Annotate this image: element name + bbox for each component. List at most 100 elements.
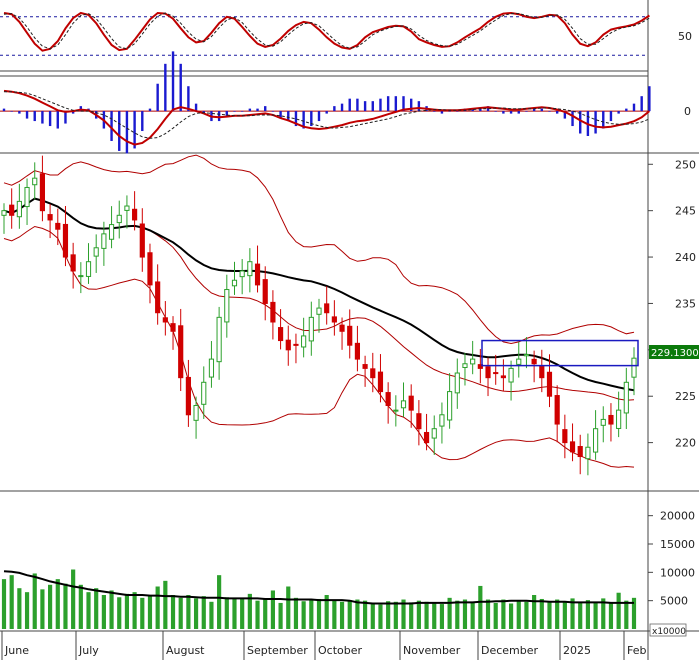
candle-body [16, 200, 22, 218]
x-tick-label: June [4, 644, 29, 657]
x-tick-label: August [166, 644, 205, 657]
volume-bar [17, 588, 22, 629]
macd-panel: 0 [0, 51, 691, 154]
macd-histogram-bar [25, 111, 29, 119]
macd-histogram-bar [118, 111, 121, 151]
candle-body [623, 381, 629, 414]
macd-histogram-bar [179, 63, 182, 112]
volume-bar [40, 589, 45, 629]
candle-body [347, 325, 353, 346]
volume-bar [462, 599, 468, 629]
candle-body [147, 252, 153, 286]
macd-histogram-bar [287, 111, 290, 122]
macd-histogram-bar [571, 111, 574, 127]
macd-series-macd [3, 89, 651, 146]
volume-bar [539, 598, 544, 629]
x-tick-label: November [403, 644, 461, 657]
macd-histogram-bar [494, 111, 497, 112]
candle-body [546, 371, 553, 397]
volume-bar [232, 598, 237, 629]
candle-body [39, 173, 46, 212]
candle-body [431, 428, 437, 439]
volume-bar [301, 601, 306, 629]
macd-histogram-bar [187, 86, 190, 112]
candle-body [285, 339, 291, 351]
volume-bar [147, 596, 153, 629]
candle-body [508, 367, 514, 383]
volume-bar [255, 600, 260, 629]
volume-bar [370, 603, 375, 629]
x-axis: June July August September October November De… [1, 631, 646, 660]
macd-histogram-bar [264, 106, 267, 112]
volume-bar [339, 601, 345, 629]
candle-body [24, 186, 30, 208]
candle-body [132, 208, 138, 221]
macd-histogram-bar [164, 63, 167, 112]
volume-bar [547, 601, 552, 629]
candle-body [247, 261, 253, 277]
macd-histogram-bar [233, 111, 236, 112]
volume-bar [501, 599, 506, 629]
candle-body [339, 324, 345, 332]
price-tick-label: 250 [675, 158, 696, 171]
volume-bar [124, 593, 130, 629]
candle-body [308, 316, 314, 342]
macd-histogram-bar [294, 111, 298, 127]
candle-body [362, 364, 368, 369]
volume-unit: x10000 [649, 623, 687, 637]
x-tick-label: October [318, 644, 362, 657]
osc-series-main [3, 11, 650, 52]
volume-bar [332, 600, 337, 629]
macd-histogram-bar [479, 108, 482, 112]
candle-body [277, 327, 284, 342]
candle-body [608, 414, 614, 425]
candle-body [70, 254, 76, 272]
volume-tick-label: 20000 [660, 510, 695, 523]
price-tick-label: 220 [675, 437, 696, 450]
macd-histogram-bar [433, 111, 436, 112]
macd-histogram-bar [363, 101, 367, 112]
macd-histogram-bar [2, 108, 6, 112]
volume-bar [455, 600, 460, 629]
volume-bar [570, 598, 575, 629]
volume-bar [24, 592, 30, 629]
volume-bar [201, 596, 206, 629]
volume-bar [94, 588, 99, 629]
macd-histogram-bar [579, 111, 582, 134]
candle-body [293, 343, 299, 346]
volume-bar [324, 595, 329, 629]
macd-histogram-bar [33, 111, 36, 122]
macd-histogram-bar [64, 111, 67, 124]
volume-bar [555, 599, 560, 629]
volume-bar [593, 601, 598, 629]
macd-histogram-bar [56, 111, 59, 129]
candle-body [55, 222, 61, 230]
macd-histogram-bar [602, 111, 605, 129]
macd-histogram-bar [640, 96, 643, 112]
candle-body [470, 358, 476, 365]
macd-histogram-bar [525, 111, 528, 112]
candle-body [155, 281, 161, 314]
volume-bar [278, 602, 283, 629]
volume-bar [616, 592, 621, 629]
candle-body [393, 409, 399, 412]
candle-body [562, 429, 568, 444]
volume-bar [516, 600, 521, 629]
macd-histogram-bar [625, 108, 628, 112]
candle-body [85, 261, 92, 277]
macd-histogram-bar [632, 103, 636, 112]
candle-body [254, 263, 261, 286]
x-tick-label: December [481, 644, 539, 657]
macd-histogram-bar [133, 111, 136, 149]
candle-body [408, 395, 414, 411]
macd-histogram-bar [48, 111, 52, 127]
volume-moving-average [3, 570, 634, 605]
macd-histogram-bar [356, 98, 359, 112]
bollinger-upper-band [3, 154, 635, 345]
candle-body [423, 431, 430, 444]
macd-histogram-bar [271, 111, 275, 112]
candle-body [554, 395, 560, 425]
volume-bar [493, 602, 498, 629]
osc-series-signal [3, 12, 650, 50]
